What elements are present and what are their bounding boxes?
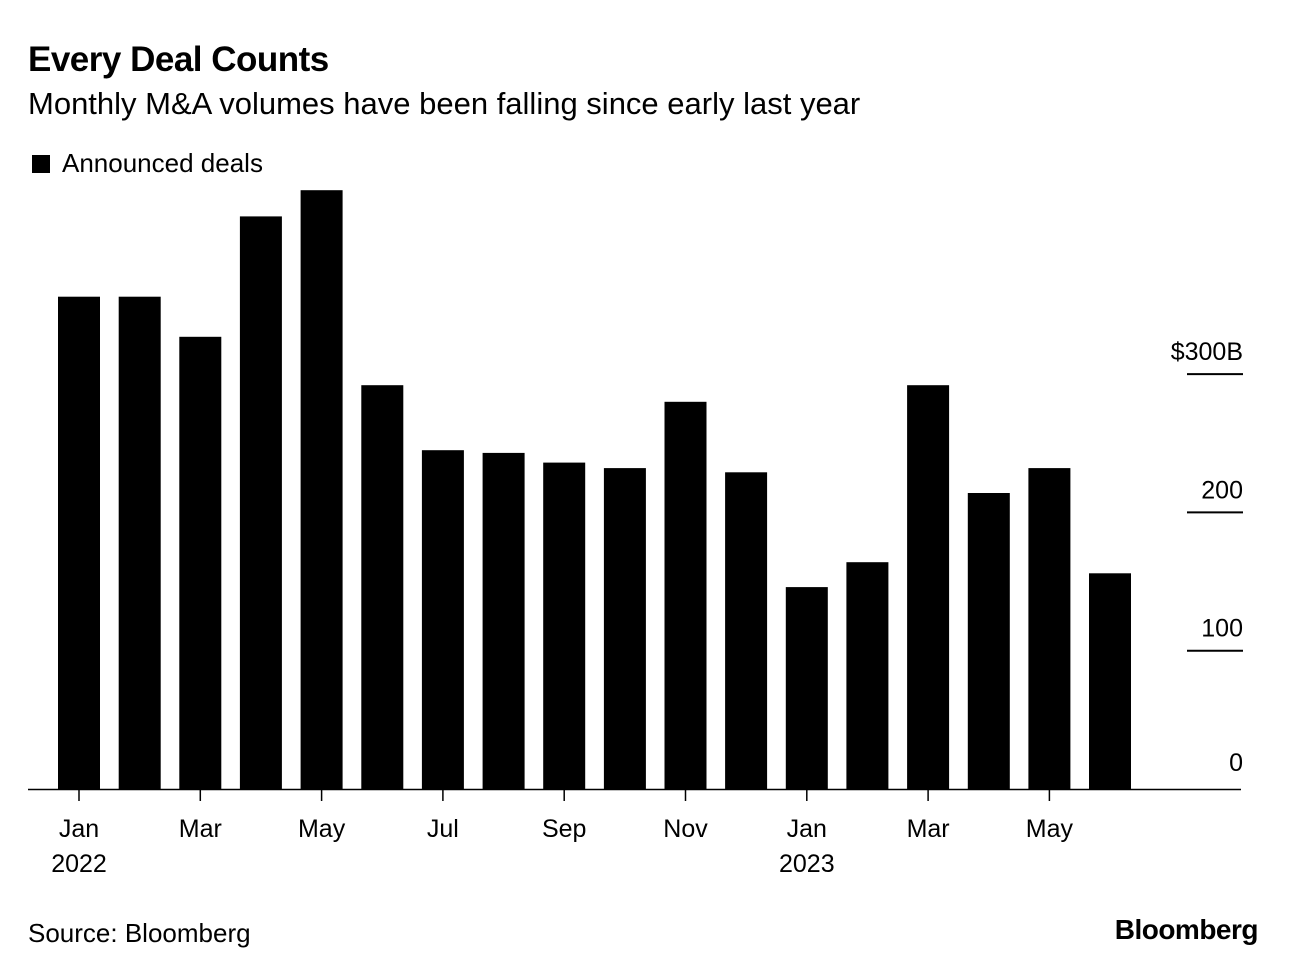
bar (179, 336, 222, 789)
bar (725, 472, 768, 789)
x-tick-label: Jan (59, 815, 99, 843)
bar (967, 493, 1010, 789)
x-tick-label: Mar (179, 815, 222, 843)
bar (361, 385, 404, 789)
y-tick-label: 0 (1229, 749, 1243, 777)
bar (1089, 573, 1131, 789)
bar (58, 296, 100, 789)
chart-title: Every Deal Counts (28, 40, 329, 79)
bar (664, 401, 707, 789)
chart-subtitle: Monthly M&A volumes have been falling si… (28, 86, 861, 121)
bar (300, 190, 343, 789)
x-tick-label: Nov (663, 815, 708, 843)
bar (1028, 468, 1071, 789)
source-note: Source: Bloomberg (28, 918, 251, 948)
x-tick-year-label: 2022 (51, 850, 107, 878)
x-tick-label: Sep (542, 815, 586, 843)
x-tick-label: May (298, 815, 346, 843)
bar (482, 452, 525, 789)
bar (846, 562, 889, 789)
bar (543, 462, 586, 789)
legend: Announced deals (32, 148, 263, 179)
bloomberg-logo: Bloomberg (1114, 914, 1259, 945)
legend-label: Announced deals (62, 148, 263, 178)
bar (239, 216, 282, 789)
x-tick-year-label: 2023 (779, 850, 835, 878)
x-tick-label: Jan (787, 815, 827, 843)
bar (421, 450, 464, 789)
x-tick-label: May (1026, 815, 1074, 843)
bar (118, 296, 161, 789)
bar (907, 385, 950, 789)
y-tick-label: $300B (1171, 338, 1243, 366)
legend-swatch (32, 154, 50, 173)
x-tick-label: Mar (907, 815, 950, 843)
bar (785, 587, 828, 789)
y-tick-label: 100 (1201, 615, 1243, 643)
bar (603, 468, 646, 789)
y-tick-label: 200 (1201, 476, 1243, 504)
x-tick-label: Jul (427, 815, 459, 843)
